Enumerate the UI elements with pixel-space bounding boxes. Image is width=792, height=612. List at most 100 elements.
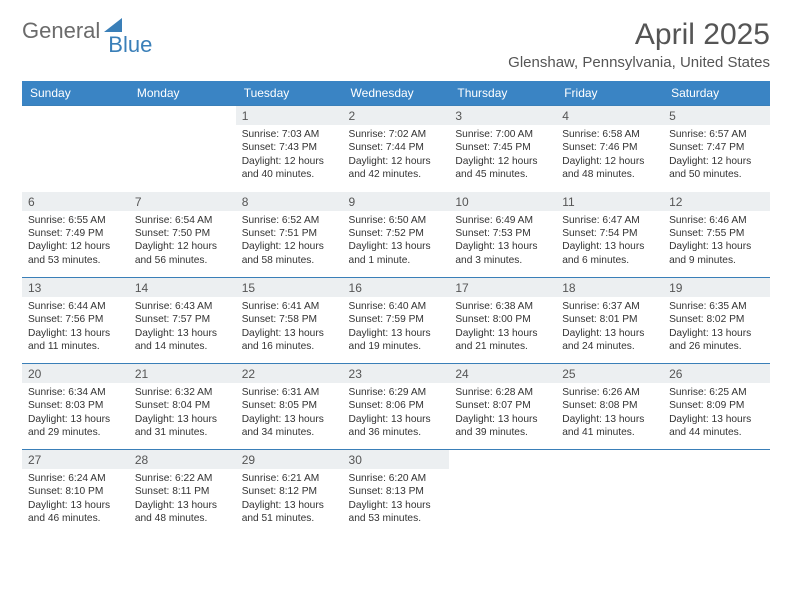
sunset-text: Sunset: 8:08 PM: [562, 399, 657, 412]
day-detail: Sunrise: 6:46 AMSunset: 7:55 PMDaylight:…: [663, 211, 770, 272]
day-detail: Sunrise: 6:57 AMSunset: 7:47 PMDaylight:…: [663, 125, 770, 186]
calendar-cell: 25Sunrise: 6:26 AMSunset: 8:08 PMDayligh…: [556, 364, 663, 450]
day-detail: Sunrise: 6:44 AMSunset: 7:56 PMDaylight:…: [22, 297, 129, 358]
sunrise-text: Sunrise: 6:37 AM: [562, 300, 657, 313]
daylight-text: Daylight: 13 hours and 48 minutes.: [135, 499, 230, 526]
dayname-header: Monday: [129, 81, 236, 106]
sunset-text: Sunset: 7:49 PM: [28, 227, 123, 240]
day-detail: Sunrise: 6:25 AMSunset: 8:09 PMDaylight:…: [663, 383, 770, 444]
day-number: 26: [663, 364, 770, 383]
daylight-text: Daylight: 13 hours and 51 minutes.: [242, 499, 337, 526]
sunrise-text: Sunrise: 6:32 AM: [135, 386, 230, 399]
day-number: 7: [129, 192, 236, 211]
day-number: 15: [236, 278, 343, 297]
sunrise-text: Sunrise: 6:22 AM: [135, 472, 230, 485]
sunrise-text: Sunrise: 6:49 AM: [455, 214, 550, 227]
sunset-text: Sunset: 7:51 PM: [242, 227, 337, 240]
daylight-text: Daylight: 13 hours and 21 minutes.: [455, 327, 550, 354]
sunset-text: Sunset: 7:57 PM: [135, 313, 230, 326]
sunset-text: Sunset: 7:59 PM: [349, 313, 444, 326]
sunset-text: Sunset: 8:05 PM: [242, 399, 337, 412]
sunset-text: Sunset: 8:12 PM: [242, 485, 337, 498]
day-number: 1: [236, 106, 343, 125]
day-number: 10: [449, 192, 556, 211]
day-detail: Sunrise: 6:21 AMSunset: 8:12 PMDaylight:…: [236, 469, 343, 530]
sunrise-text: Sunrise: 6:29 AM: [349, 386, 444, 399]
sunset-text: Sunset: 8:07 PM: [455, 399, 550, 412]
calendar-cell: 10Sunrise: 6:49 AMSunset: 7:53 PMDayligh…: [449, 192, 556, 278]
sunset-text: Sunset: 8:02 PM: [669, 313, 764, 326]
day-detail: Sunrise: 6:41 AMSunset: 7:58 PMDaylight:…: [236, 297, 343, 358]
sunset-text: Sunset: 8:01 PM: [562, 313, 657, 326]
sunset-text: Sunset: 7:55 PM: [669, 227, 764, 240]
day-number: 28: [129, 450, 236, 469]
sunset-text: Sunset: 7:50 PM: [135, 227, 230, 240]
daylight-text: Daylight: 13 hours and 29 minutes.: [28, 413, 123, 440]
calendar-cell: 7Sunrise: 6:54 AMSunset: 7:50 PMDaylight…: [129, 192, 236, 278]
sunset-text: Sunset: 8:06 PM: [349, 399, 444, 412]
calendar-cell: 24Sunrise: 6:28 AMSunset: 8:07 PMDayligh…: [449, 364, 556, 450]
page: General Blue April 2025 Glenshaw, Pennsy…: [0, 0, 792, 536]
day-number: 14: [129, 278, 236, 297]
dayname-header: Thursday: [449, 81, 556, 106]
day-number: 22: [236, 364, 343, 383]
sunrise-text: Sunrise: 6:55 AM: [28, 214, 123, 227]
calendar-table: SundayMondayTuesdayWednesdayThursdayFrid…: [22, 81, 770, 536]
dayname-header: Saturday: [663, 81, 770, 106]
dayname-header: Friday: [556, 81, 663, 106]
calendar-cell: 14Sunrise: 6:43 AMSunset: 7:57 PMDayligh…: [129, 278, 236, 364]
sunrise-text: Sunrise: 6:52 AM: [242, 214, 337, 227]
day-detail: Sunrise: 6:35 AMSunset: 8:02 PMDaylight:…: [663, 297, 770, 358]
day-detail: Sunrise: 6:49 AMSunset: 7:53 PMDaylight:…: [449, 211, 556, 272]
daylight-text: Daylight: 12 hours and 42 minutes.: [349, 155, 444, 182]
calendar-cell: 9Sunrise: 6:50 AMSunset: 7:52 PMDaylight…: [343, 192, 450, 278]
day-detail: Sunrise: 6:40 AMSunset: 7:59 PMDaylight:…: [343, 297, 450, 358]
day-number: 5: [663, 106, 770, 125]
calendar-cell: 3Sunrise: 7:00 AMSunset: 7:45 PMDaylight…: [449, 106, 556, 192]
calendar-cell: 17Sunrise: 6:38 AMSunset: 8:00 PMDayligh…: [449, 278, 556, 364]
calendar-row: 27Sunrise: 6:24 AMSunset: 8:10 PMDayligh…: [22, 450, 770, 536]
sunrise-text: Sunrise: 6:57 AM: [669, 128, 764, 141]
sunrise-text: Sunrise: 6:20 AM: [349, 472, 444, 485]
sunrise-text: Sunrise: 6:58 AM: [562, 128, 657, 141]
calendar-cell: 28Sunrise: 6:22 AMSunset: 8:11 PMDayligh…: [129, 450, 236, 536]
day-detail: Sunrise: 6:54 AMSunset: 7:50 PMDaylight:…: [129, 211, 236, 272]
sunrise-text: Sunrise: 6:25 AM: [669, 386, 764, 399]
dayname-header: Wednesday: [343, 81, 450, 106]
sunset-text: Sunset: 7:56 PM: [28, 313, 123, 326]
logo: General Blue: [22, 18, 152, 44]
day-number: 23: [343, 364, 450, 383]
location-text: Glenshaw, Pennsylvania, United States: [508, 54, 770, 71]
daylight-text: Daylight: 12 hours and 56 minutes.: [135, 240, 230, 267]
day-detail: Sunrise: 6:52 AMSunset: 7:51 PMDaylight:…: [236, 211, 343, 272]
daylight-text: Daylight: 13 hours and 46 minutes.: [28, 499, 123, 526]
daylight-text: Daylight: 13 hours and 6 minutes.: [562, 240, 657, 267]
daylight-text: Daylight: 13 hours and 1 minute.: [349, 240, 444, 267]
logo-text-general: General: [22, 18, 100, 44]
day-detail: Sunrise: 6:28 AMSunset: 8:07 PMDaylight:…: [449, 383, 556, 444]
calendar-cell: 12Sunrise: 6:46 AMSunset: 7:55 PMDayligh…: [663, 192, 770, 278]
header: General Blue April 2025 Glenshaw, Pennsy…: [22, 18, 770, 71]
sunrise-text: Sunrise: 7:02 AM: [349, 128, 444, 141]
day-number: 8: [236, 192, 343, 211]
sunset-text: Sunset: 8:10 PM: [28, 485, 123, 498]
sunset-text: Sunset: 8:11 PM: [135, 485, 230, 498]
sunset-text: Sunset: 7:46 PM: [562, 141, 657, 154]
daylight-text: Daylight: 13 hours and 41 minutes.: [562, 413, 657, 440]
daylight-text: Daylight: 13 hours and 53 minutes.: [349, 499, 444, 526]
calendar-cell: 8Sunrise: 6:52 AMSunset: 7:51 PMDaylight…: [236, 192, 343, 278]
logo-text-blue: Blue: [108, 32, 152, 58]
sunset-text: Sunset: 8:04 PM: [135, 399, 230, 412]
day-number: 29: [236, 450, 343, 469]
calendar-cell: 13Sunrise: 6:44 AMSunset: 7:56 PMDayligh…: [22, 278, 129, 364]
sunset-text: Sunset: 7:44 PM: [349, 141, 444, 154]
calendar-cell: [449, 450, 556, 536]
day-detail: Sunrise: 6:22 AMSunset: 8:11 PMDaylight:…: [129, 469, 236, 530]
sunset-text: Sunset: 7:53 PM: [455, 227, 550, 240]
dayname-header: Sunday: [22, 81, 129, 106]
day-detail: Sunrise: 6:24 AMSunset: 8:10 PMDaylight:…: [22, 469, 129, 530]
day-detail: Sunrise: 7:00 AMSunset: 7:45 PMDaylight:…: [449, 125, 556, 186]
sunrise-text: Sunrise: 7:00 AM: [455, 128, 550, 141]
day-detail: Sunrise: 6:34 AMSunset: 8:03 PMDaylight:…: [22, 383, 129, 444]
calendar-row: 6Sunrise: 6:55 AMSunset: 7:49 PMDaylight…: [22, 192, 770, 278]
